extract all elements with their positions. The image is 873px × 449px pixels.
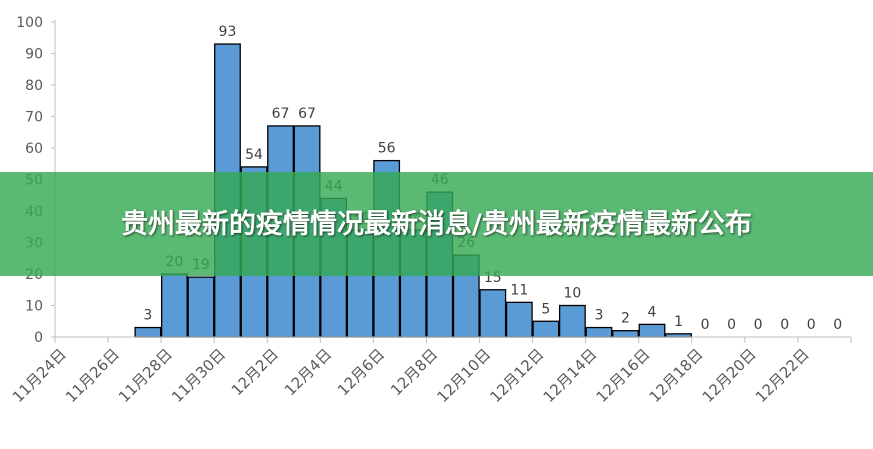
title-banner: 贵州最新的疫情情况最新消息/贵州最新疫情最新公布: [0, 172, 873, 276]
x-tick-label: 12月6日: [334, 345, 388, 399]
x-tick-label: 11月30日: [168, 345, 229, 406]
x-axis: 11月24日11月26日11月28日11月30日12月2日12月4日12月6日1…: [9, 336, 852, 406]
data-label: 0: [780, 317, 789, 333]
data-label: 0: [833, 317, 842, 333]
banner-title: 贵州最新的疫情情况最新消息/贵州最新疫情最新公布: [121, 208, 752, 240]
y-tick-label: 80: [25, 78, 43, 94]
bar: [479, 289, 507, 338]
x-tick-label: 12月18日: [646, 345, 707, 406]
x-tick-label: 12月8日: [387, 345, 441, 399]
data-label: 0: [754, 317, 763, 333]
data-label: 1: [674, 314, 683, 330]
y-tick-label: 10: [25, 299, 43, 315]
data-label: 2: [621, 311, 630, 327]
bar: [638, 323, 666, 338]
bar: [532, 320, 560, 338]
bar: [134, 326, 162, 338]
y-tick-label: 90: [25, 47, 43, 63]
y-tick-label: 60: [25, 141, 43, 157]
data-label: 67: [272, 106, 290, 122]
data-label: 3: [143, 308, 152, 324]
x-tick-label: 12月10日: [433, 345, 494, 406]
x-tick-label: 12月12日: [486, 345, 547, 406]
data-label: 67: [298, 106, 316, 122]
bar: [558, 304, 586, 338]
bar: [187, 276, 215, 338]
bar: [160, 273, 188, 338]
data-label: 5: [541, 301, 550, 317]
x-tick-label: 12月22日: [752, 345, 813, 406]
y-tick-label: 100: [16, 15, 43, 31]
x-tick-label: 12月4日: [281, 345, 335, 399]
data-label: 10: [563, 286, 581, 302]
x-tick-label: 11月24日: [9, 345, 70, 406]
x-tick-label: 11月26日: [62, 345, 123, 406]
data-label: 11: [510, 282, 528, 298]
data-label: 3: [594, 308, 603, 324]
x-tick-label: 11月28日: [115, 345, 176, 406]
bar: [505, 301, 533, 338]
y-tick-label: 0: [34, 330, 43, 346]
x-tick-label: 12月20日: [699, 345, 760, 406]
x-tick-label: 12月16日: [593, 345, 654, 406]
data-label: 0: [727, 317, 736, 333]
data-label: 93: [219, 24, 237, 40]
bar: [585, 326, 613, 338]
y-tick-label: 70: [25, 110, 43, 126]
data-label: 56: [378, 141, 396, 157]
data-label: 4: [648, 304, 657, 320]
x-tick-label: 12月14日: [540, 345, 601, 406]
data-label: 0: [807, 317, 816, 333]
data-label: 54: [245, 147, 263, 163]
bar: [612, 330, 639, 338]
x-tick-label: 12月2日: [228, 345, 282, 399]
data-label: 0: [701, 317, 710, 333]
